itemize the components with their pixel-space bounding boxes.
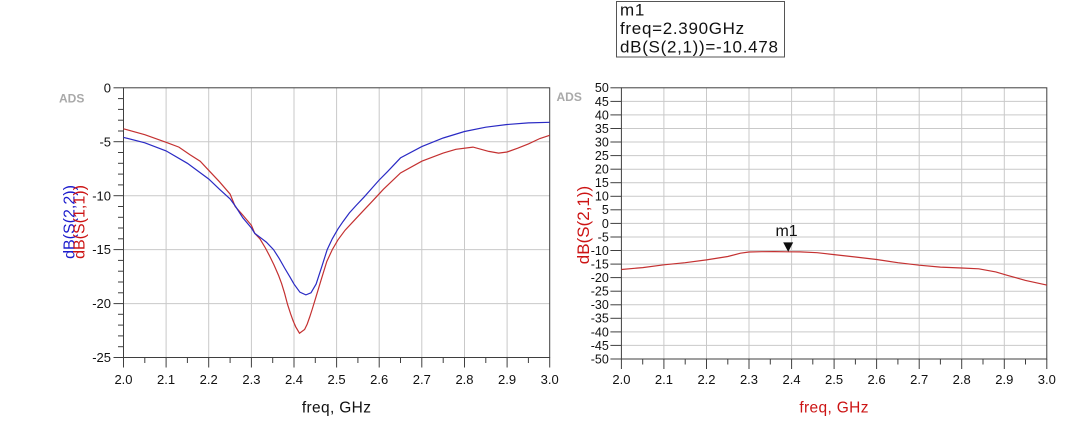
svg-text:40: 40 [595,108,609,122]
svg-text:2.9: 2.9 [995,372,1013,387]
svg-text:5: 5 [602,203,609,217]
svg-text:-5: -5 [99,134,111,149]
svg-text:-25: -25 [92,350,111,365]
svg-text:-45: -45 [591,339,609,353]
svg-text:2.7: 2.7 [413,372,431,387]
svg-text:50: 50 [595,81,609,95]
svg-text:2.1: 2.1 [157,372,175,387]
svg-text:-10: -10 [591,244,609,258]
svg-text:0: 0 [602,217,609,231]
svg-text:35: 35 [595,122,609,136]
svg-text:dB(S(1,1)): dB(S(1,1)) [72,185,89,259]
svg-text:dB(S(2,2)): dB(S(2,2)) [62,185,79,259]
svg-text:2.2: 2.2 [697,372,715,387]
svg-text:ADS: ADS [557,90,582,104]
svg-text:m1: m1 [775,223,797,240]
svg-text:-10: -10 [92,188,111,203]
svg-text:2.4: 2.4 [285,372,303,387]
svg-text:2.6: 2.6 [868,372,886,387]
svg-text:2.3: 2.3 [740,372,758,387]
svg-text:2.5: 2.5 [825,372,843,387]
svg-text:2.6: 2.6 [370,372,388,387]
svg-text:2.5: 2.5 [328,372,346,387]
svg-text:-5: -5 [598,230,609,244]
svg-text:-15: -15 [591,258,609,272]
svg-text:2.3: 2.3 [242,372,260,387]
svg-text:freq, GHz: freq, GHz [302,400,371,417]
svg-text:3.0: 3.0 [541,372,559,387]
svg-text:2.0: 2.0 [612,372,630,387]
svg-text:10: 10 [595,190,609,204]
svg-text:20: 20 [595,163,609,177]
svg-text:-20: -20 [92,296,111,311]
svg-text:-30: -30 [591,298,609,312]
svg-text:3.0: 3.0 [1038,372,1056,387]
svg-text:2.8: 2.8 [455,372,473,387]
svg-text:-15: -15 [92,242,111,257]
svg-text:-20: -20 [591,271,609,285]
svg-text:2.8: 2.8 [953,372,971,387]
svg-text:0: 0 [104,80,111,95]
svg-text:-35: -35 [591,312,609,326]
svg-text:45: 45 [595,95,609,109]
svg-text:2.7: 2.7 [910,372,928,387]
svg-text:-25: -25 [591,285,609,299]
svg-text:15: 15 [595,176,609,190]
svg-text:m1: m1 [620,1,645,20]
svg-text:2.2: 2.2 [200,372,218,387]
svg-text:2.1: 2.1 [655,372,673,387]
svg-text:25: 25 [595,149,609,163]
svg-text:ADS: ADS [59,92,84,106]
svg-text:-50: -50 [591,352,609,366]
svg-text:dB(S(2,1))=-10.478: dB(S(2,1))=-10.478 [620,38,779,57]
svg-text:2.4: 2.4 [783,372,801,387]
svg-text:-40: -40 [591,325,609,339]
svg-text:30: 30 [595,135,609,149]
svg-text:dB(S(2,1)): dB(S(2,1)) [574,186,593,264]
svg-text:freq, GHz: freq, GHz [799,400,868,417]
svg-text:2.0: 2.0 [114,372,132,387]
svg-text:freq=2.390GHz: freq=2.390GHz [620,19,745,38]
svg-text:2.9: 2.9 [498,372,516,387]
